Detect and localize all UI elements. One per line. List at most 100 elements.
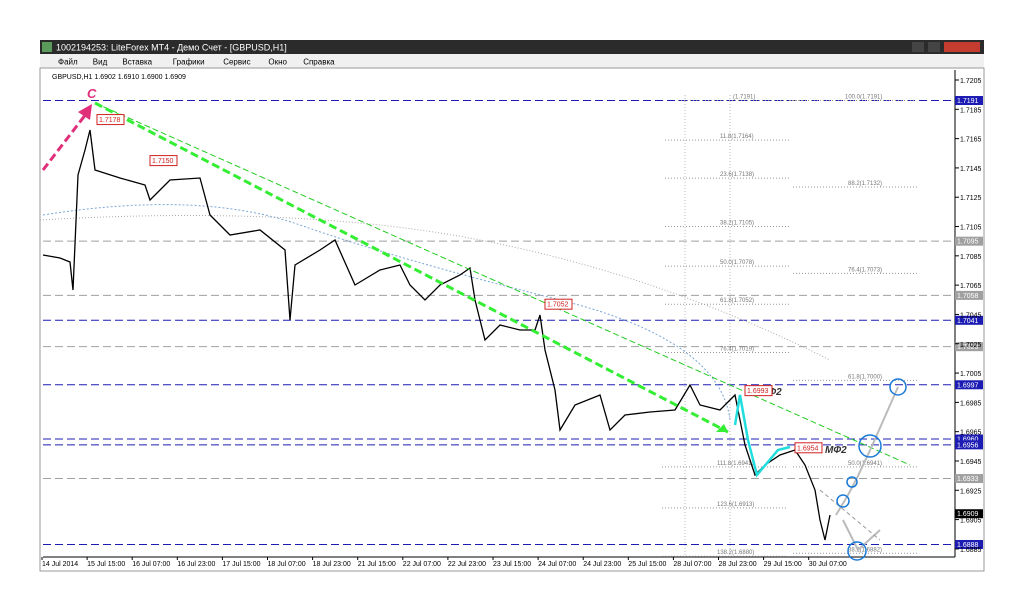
fib-label: 50.0(1.7078) — [720, 260, 754, 266]
time-axis-label: 14 Jul 2014 — [42, 561, 78, 568]
minimize-button[interactable] — [912, 42, 924, 52]
price-tag-box — [955, 434, 983, 444]
menu-item[interactable]: Сервис — [223, 58, 250, 67]
projection-line — [842, 519, 881, 552]
price-tag-box — [955, 315, 983, 325]
window-title: 1002194253: LiteForex MT4 - Демо Счет - … — [56, 43, 287, 53]
price-axis-label: 1.6945 — [960, 459, 982, 466]
menu-item[interactable]: Справка — [303, 58, 335, 67]
target-circle — [889, 378, 907, 396]
price-axis-label: 1.6985 — [960, 400, 982, 407]
price-tag: 1.6909 — [957, 511, 979, 518]
price-tag-box — [955, 474, 983, 484]
fib-label: 23.6(1.7138) — [720, 172, 754, 178]
time-axis-label: 18 Jul 23:00 — [313, 561, 351, 568]
maximize-button[interactable] — [928, 42, 940, 52]
time-axis-label: 18 Jul 07:00 — [268, 561, 306, 568]
price-axis-label: 1.6905 — [960, 518, 982, 525]
close-button[interactable] — [944, 42, 980, 52]
moving-average — [39, 215, 831, 361]
order-label: 1.6954 — [797, 445, 819, 452]
arrow-head — [78, 104, 92, 120]
channel-line — [819, 489, 881, 541]
fib-label: 123.6(1.6913) — [717, 502, 754, 508]
price-axis-label: 1.7205 — [960, 78, 982, 85]
target-circle — [847, 541, 867, 561]
order-label-box — [794, 442, 823, 454]
menu-item[interactable]: Файл — [58, 58, 78, 67]
time-axis-label: 25 Jul 15:00 — [628, 561, 666, 568]
price-axis-label: 1.6965 — [960, 430, 982, 437]
order-label-box — [544, 298, 573, 310]
menu-bar — [40, 54, 984, 68]
fib-label: 138.2(1.6880) — [717, 550, 754, 556]
price-axis-label: 1.7065 — [960, 283, 982, 290]
fib-label: (1.7191) — [733, 95, 755, 101]
fib-label: 100.0(1.7191) — [845, 95, 882, 101]
time-axis-label: 24 Jul 23:00 — [583, 561, 621, 568]
order-label: 1.6993 — [747, 388, 769, 395]
fib-label: 111.8(1.6941) — [717, 461, 753, 467]
price-tag-box — [955, 342, 983, 352]
price-axis-label: 1.6885 — [960, 547, 982, 554]
menu-item[interactable]: Вид — [93, 58, 108, 67]
app-icon — [42, 42, 52, 52]
time-axis-label: 16 Jul 23:00 — [177, 561, 215, 568]
order-label: 1.7150 — [152, 158, 174, 165]
trend-line — [94, 102, 911, 466]
target-circle — [858, 434, 882, 458]
chart-header: GBPUSD,H1 1.6902 1.6910 1.6900 1.6909 — [52, 74, 186, 81]
time-axis-label: 23 Jul 15:00 — [493, 561, 531, 568]
wave-line — [94, 101, 729, 434]
price-tag: 1.6960 — [957, 436, 979, 443]
menu-item[interactable]: Окно — [268, 58, 287, 67]
price-tag-box — [955, 509, 983, 519]
price-tag-box — [955, 290, 983, 300]
price-tag: 1.6956 — [957, 442, 979, 449]
fib-label: 38.2(1.7105) — [720, 221, 754, 227]
time-axis-label: 15 Jul 15:00 — [87, 561, 125, 568]
price-axis-label: 1.7145 — [960, 166, 982, 173]
fib-label: 76.4(1.7073) — [848, 267, 882, 273]
price-tag: 1.7191 — [957, 98, 979, 105]
time-axis-label: 30 Jul 07:00 — [809, 561, 847, 568]
price-axis-label: 1.7045 — [960, 312, 982, 319]
order-label-box — [149, 155, 178, 167]
price-tag: 1.6997 — [957, 382, 979, 389]
time-axis-label: 22 Jul 07:00 — [403, 561, 441, 568]
fib-label: 88.2(1.7132) — [848, 181, 882, 187]
fib-label: 76.4(1.7019) — [720, 347, 754, 353]
time-axis-label: 28 Jul 07:00 — [673, 561, 711, 568]
fib-label: 11.8(1.7164) — [720, 134, 754, 140]
target-circle — [846, 476, 858, 488]
time-axis-label: 17 Jul 15:00 — [222, 561, 260, 568]
time-axis-label: 16 Jul 07:00 — [132, 561, 170, 568]
target-circle — [836, 494, 850, 508]
price-tag: 1.6933 — [957, 476, 979, 483]
projection-line — [733, 394, 791, 478]
wave-label: МФ2 — [825, 445, 847, 456]
fib-label: 61.8(1.7000) — [848, 374, 882, 380]
menu-item[interactable]: Графики — [173, 58, 205, 67]
order-label-box — [744, 385, 773, 397]
order-label: 1.7178 — [99, 117, 121, 124]
price-axis-label: 1.7025 — [960, 342, 982, 349]
time-axis-label: 29 Jul 15:00 — [764, 561, 802, 568]
wave-point-label: C — [87, 86, 97, 101]
price-axis-label: 1.7125 — [960, 195, 982, 202]
price-tag-box — [955, 236, 983, 246]
time-axis-label: 21 Jul 15:00 — [358, 561, 396, 568]
price-axis-label: 1.7085 — [960, 254, 982, 261]
price-axis-label: 1.7105 — [960, 225, 982, 232]
price-tag: 1.7095 — [957, 239, 979, 246]
price-line — [42, 129, 831, 541]
title-bar — [40, 40, 984, 54]
arrow-head — [716, 424, 728, 432]
price-tag-box — [955, 440, 983, 450]
price-tag-box — [955, 380, 983, 390]
menu-item[interactable]: Вставка — [122, 58, 152, 67]
fib-label: 61.8(1.7052) — [720, 298, 754, 304]
price-axis-label: 1.7165 — [960, 137, 982, 144]
